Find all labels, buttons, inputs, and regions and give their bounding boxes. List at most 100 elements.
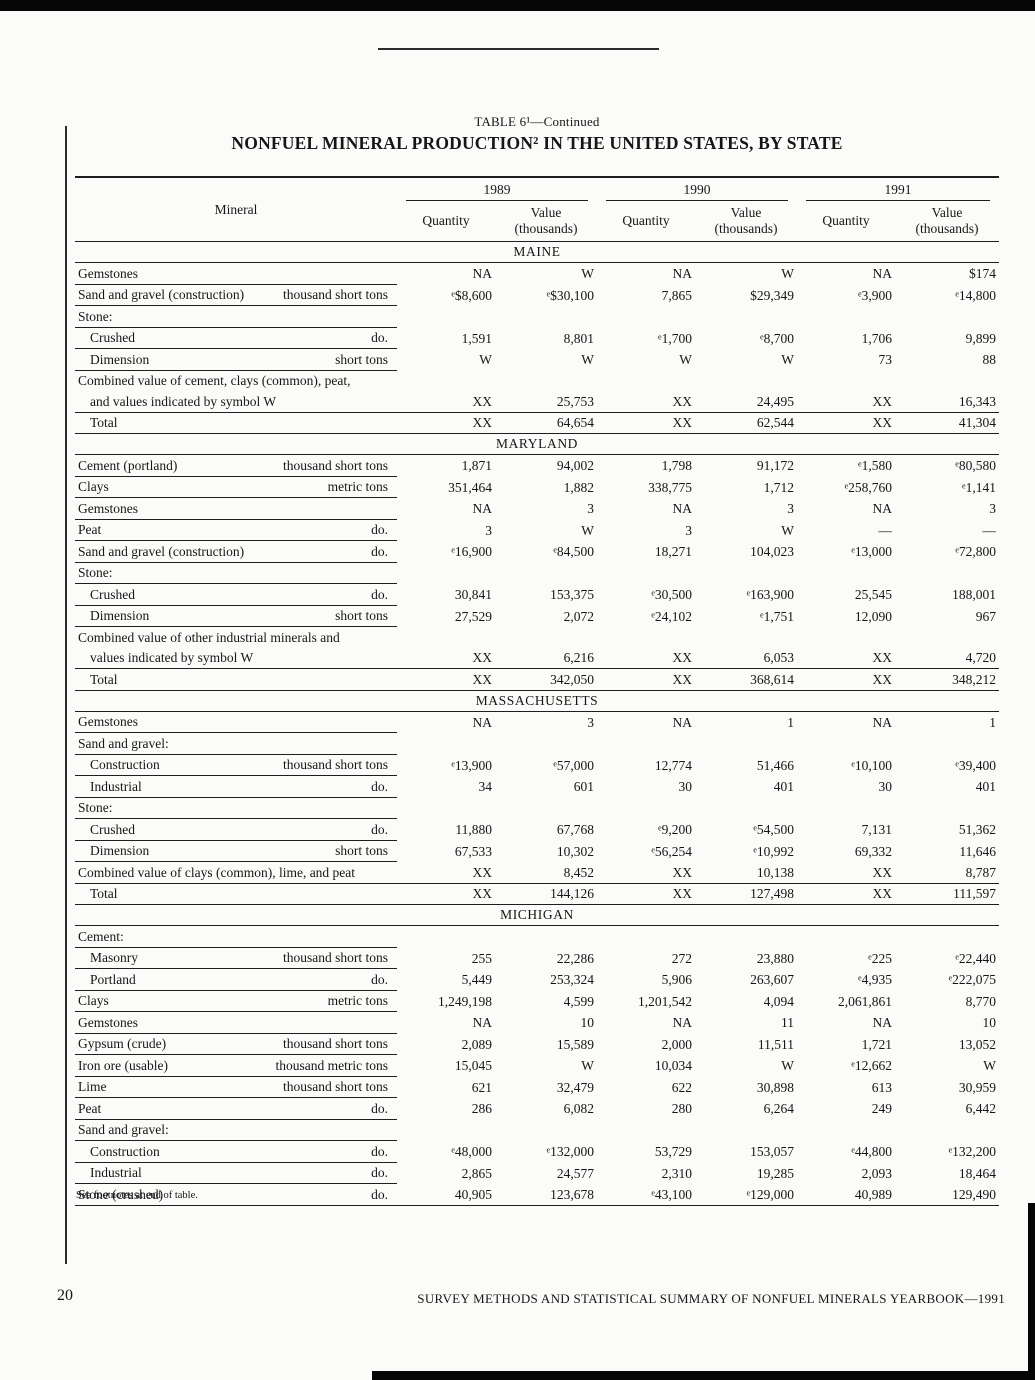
row-label: and values indicated by symbol W (90, 393, 277, 409)
row-label: Portland (90, 971, 136, 987)
value-cell: ᵉ56,254 (651, 843, 692, 859)
top-center-rule (378, 48, 659, 50)
row-label-cell: Cement (portland) thousand short tons (75, 454, 397, 477)
row-unit: do. (371, 543, 388, 559)
value-cell: 64,654 (495, 412, 597, 435)
table-row: Dimension short tons 67,533 10,302 ᵉ56,254 ᵉ1… (75, 840, 999, 863)
value-cell: 2,310 (661, 1165, 692, 1181)
table-row: Construction thousand short tons ᵉ13,900 ᵉ5… (75, 754, 999, 777)
row-label-wrap: Industrial do. (75, 779, 397, 795)
value-cell (597, 797, 695, 819)
value-cell: XX (797, 412, 895, 435)
value-cell: 2,093 (861, 1165, 892, 1181)
row-label: Stone: (78, 565, 113, 581)
value-cell: 9,899 (965, 330, 996, 346)
value-cell: XX (797, 883, 895, 906)
row-label: Dimension (90, 608, 150, 624)
value-cell (895, 926, 999, 948)
value-cell: 11 (781, 1015, 794, 1031)
row-label-cell: Industrial do. (75, 1162, 397, 1185)
row-label-wrap: Construction thousand short tons (75, 757, 397, 773)
value-cell: 30,959 (958, 1079, 996, 1095)
row-label-cell: Sand and gravel (construction) do. (75, 540, 397, 563)
table-row: Industrial do. 34 601 30 401 30 401 (75, 775, 999, 798)
row-label: Dimension (90, 351, 150, 367)
value-cell: XX (797, 647, 895, 670)
column-header-quantity-1991: Quantity (797, 201, 895, 243)
value-cell: ᵉ10,100 (851, 757, 892, 773)
row-unit: do. (371, 1186, 388, 1202)
value-thousands-label: (thousands) (915, 220, 979, 236)
table-row: values indicated by symbol W XX 6,216 XX 6,0… (75, 647, 999, 670)
table-row: Cement: (75, 925, 999, 948)
value-cell: 129,490 (895, 1183, 999, 1206)
value-cell: 2,089 (461, 1036, 492, 1052)
value-cell: 3 (485, 522, 492, 538)
row-label-wrap: Gemstones (75, 501, 397, 517)
value-cell (797, 797, 895, 819)
scan-artifact-bottom (372, 1371, 1035, 1380)
row-label-cell: Crushed do. (75, 327, 397, 350)
table-row: Gemstones NA 3 NA 3 NA 3 (75, 497, 999, 520)
value-cell: XX (397, 391, 495, 413)
row-unit: thousand short tons (282, 1036, 388, 1052)
value-cell: XX (597, 883, 695, 906)
value-cell: 15,589 (556, 1036, 594, 1052)
row-label-cell: Stone: (75, 305, 397, 328)
table-row: Dimension short tons 27,529 2,072 ᵉ24,102 ᵉ1,… (75, 605, 999, 628)
row-label-cell: Combined value of clays (common), lime, … (75, 861, 397, 884)
row-label: Stone: (78, 308, 113, 324)
row-unit: thousand short tons (282, 1079, 388, 1095)
value-cell: 24,577 (556, 1165, 594, 1181)
row-label-wrap: Sand and gravel: (75, 1122, 397, 1138)
column-header-value-1990: Value (thousands) (695, 201, 797, 243)
row-label-wrap: Gemstones (75, 1015, 397, 1031)
value-cell: 40,905 (397, 1183, 495, 1206)
value-cell: NA (872, 1015, 893, 1031)
value-cell: ᵉ12,662 (851, 1058, 892, 1074)
table-row: Stone (crushed) do. 40,905 123,678 ᵉ43,100 ᵉ1… (75, 1183, 999, 1206)
value-cell: W (679, 352, 692, 368)
value-cell: 18,271 (654, 544, 692, 560)
row-label-wrap: Industrial do. (75, 1165, 397, 1181)
row-label: Construction (90, 757, 160, 773)
value-cell (797, 1119, 895, 1141)
row-label-cell: Gemstones (75, 262, 397, 285)
row-unit: thousand short tons (282, 287, 388, 303)
row-label: Sand and gravel: (78, 735, 169, 751)
row-label-cell: Dimension short tons (75, 605, 397, 628)
row-label-cell: Total (75, 668, 397, 691)
row-label-wrap: Crushed do. (75, 587, 397, 603)
table-row: Stone: (75, 797, 999, 820)
row-label-cell: Lime thousand short tons (75, 1076, 397, 1099)
row-label: Gypsum (crude) (78, 1036, 167, 1052)
value-cell: 613 (871, 1079, 892, 1095)
value-cell: 153,375 (550, 587, 594, 603)
table-row: Cement (portland) thousand short tons 1,87… (75, 454, 999, 477)
row-label: Sand and gravel (construction) (78, 543, 245, 559)
value-cell (495, 306, 597, 328)
value-cell: 127,498 (695, 883, 797, 906)
value-cell: ᵉ39,400 (955, 757, 996, 773)
value-cell: W (983, 1058, 996, 1074)
value-cell: W (581, 266, 594, 282)
table-row: Stone: (75, 562, 999, 585)
value-cell: XX (597, 391, 695, 413)
value-cell: 5,906 (661, 972, 692, 988)
value-cell: 1,712 (763, 479, 794, 495)
row-label-wrap: Construction do. (75, 1144, 397, 1160)
row-label: Gemstones (78, 1014, 138, 1030)
value-cell: ᵉ132,000 (546, 1144, 594, 1160)
value-cell: XX (397, 861, 495, 884)
row-label-cell: Dimension short tons (75, 840, 397, 863)
row-label-cell: Clays metric tons (75, 476, 397, 499)
value-cell: 91,172 (756, 458, 794, 474)
row-label-cell: Industrial do. (75, 775, 397, 798)
table-row: Total XX 342,050 XX 368,614 XX 348,212 (75, 668, 999, 691)
column-header-mineral: Mineral (75, 177, 397, 243)
scan-artifact-top (0, 0, 1035, 11)
value-cell: 11,511 (757, 1036, 794, 1052)
value-cell: 368,614 (695, 668, 797, 691)
value-cell: NA (872, 501, 893, 517)
section-header: MASSACHUSETTS (75, 690, 999, 712)
